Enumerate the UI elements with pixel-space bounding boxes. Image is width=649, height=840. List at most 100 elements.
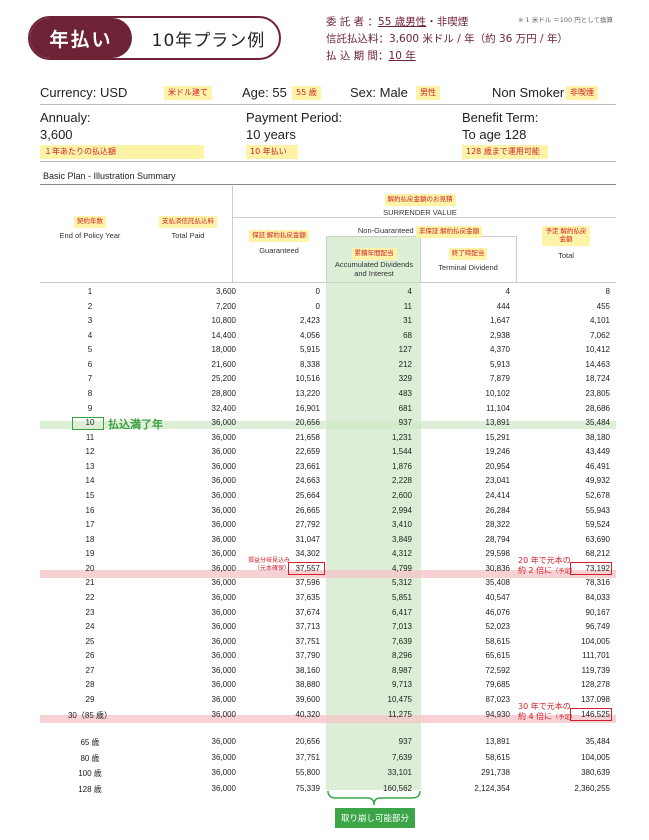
table-row: 27 36,000 38,160 8,987 72,592 119,739 (40, 664, 616, 678)
table-cell: 23,661 (295, 462, 320, 471)
illustration-caption: Basic Plan - Illustration Summary (43, 171, 176, 181)
table-cell: 1,647 (489, 316, 510, 325)
table-cell: 63,690 (585, 535, 610, 544)
guarantee-note-1: 損益分岐見込み (247, 557, 290, 564)
smoker-tag: 非喫煙 (566, 86, 598, 100)
col-total-paid: 支払済信託払込料 Total Paid (145, 216, 231, 244)
table-cell: 49,932 (585, 476, 610, 485)
table-cell: 6,417 (391, 608, 412, 617)
table-row: 5 18,000 5,915 127 4,370 10,412 (40, 343, 616, 357)
table-cell: 35,484 (585, 418, 610, 427)
table-cell: 937 (398, 737, 412, 746)
paid-full-highlight (40, 421, 616, 429)
quadruple-box (570, 708, 612, 721)
table-cell: 5,312 (391, 578, 412, 587)
table-cell: 15,291 (485, 433, 510, 442)
table-row: 9 32,400 16,901 681 11,104 28,686 (40, 402, 616, 416)
table-cell: 36,000 (211, 695, 236, 704)
age-tag: 55 歳 (292, 86, 321, 100)
table-cell: 23,041 (485, 476, 510, 485)
col-policy-year: 契約年数 End of Policy Year (40, 216, 140, 244)
table-cell: 22,659 (295, 447, 320, 456)
table-cell: 28,794 (485, 535, 510, 544)
table-cell: 18,000 (211, 345, 236, 354)
table-cell: 36,000 (211, 666, 236, 675)
table-cell: 36,000 (211, 622, 236, 631)
table-cell: 10 (85, 418, 95, 427)
illustration-table: 解約払戻金額のお見積 SURRENDER VALUE Non-Guarantee… (40, 186, 616, 794)
table-row: 18 36,000 31,047 3,849 28,794 63,690 (40, 533, 616, 547)
period-label: Payment Period: (246, 110, 343, 125)
col-total-label: Total (558, 251, 574, 260)
table-cell: 36,000 (211, 447, 236, 456)
guarantee-box (288, 562, 325, 575)
double-note: 20 年で元本の 約 2 倍に（予定） (518, 556, 576, 577)
table-cell: 96,749 (585, 622, 610, 631)
table-cell: 17 (85, 520, 95, 529)
table-cell: 20,656 (295, 418, 320, 427)
table-cell: 59,524 (585, 520, 610, 529)
table-cell: 2,600 (391, 491, 412, 500)
header-trustor-label: 委 託 者 ： (326, 16, 379, 28)
table-cell: 3,600 (215, 287, 236, 296)
table-cell: 12 (85, 447, 95, 456)
table-cell: 4,312 (391, 549, 412, 558)
bracket-icon (327, 790, 421, 806)
table-cell: 68,212 (585, 549, 610, 558)
table-cell: 75,339 (295, 784, 320, 793)
header-period-value: 10 年 (388, 50, 416, 62)
annualy-tag: １年あたりの払込額 (40, 145, 204, 159)
col-total: 予定 解約払戻金額 Total (518, 226, 614, 266)
table-cell: 16 (85, 506, 95, 515)
table-cell: 21,658 (295, 433, 320, 442)
guarantee-note: 損益分岐見込み （元本確保） (236, 557, 290, 573)
table-cell: 36,000 (211, 491, 236, 500)
divider (516, 236, 517, 282)
table-cell: 38,180 (585, 433, 610, 442)
non-guaranteed-tag: 非保証 解約払戻金額 (415, 226, 483, 238)
table-cell: 36,000 (211, 710, 236, 719)
table-row: 29 36,000 39,600 10,475 87,023 137,098 (40, 693, 616, 707)
table-cell: 36,000 (211, 593, 236, 602)
term-value: To age 128 (462, 127, 527, 142)
badge-plan-label: 10年プラン例 (151, 30, 266, 51)
table-cell: 27 (85, 666, 95, 675)
table-cell: 291,738 (481, 768, 510, 777)
table-cell: 36,000 (211, 578, 236, 587)
table-cell: 30,836 (485, 564, 510, 573)
table-cell: 37,596 (295, 578, 320, 587)
term-label: Benefit Term: (462, 110, 539, 125)
col-policy-year-tag: 契約年数 (74, 216, 106, 228)
col-total-paid-label: Total Paid (171, 231, 205, 240)
table-cell: 8,296 (391, 651, 412, 660)
non-guaranteed-header: Non-Guaranteed 非保証 解約払戻金額 (330, 226, 510, 238)
table-row: 10 36,000 20,656 937 13,891 35,484 (40, 416, 616, 430)
table-cell: 38,880 (295, 680, 320, 689)
table-cell: 4 (505, 287, 510, 296)
table-cell: 65,615 (485, 651, 510, 660)
table-row: 3 10,800 2,423 31 1,647 4,101 (40, 314, 616, 328)
table-cell: 7,879 (489, 374, 510, 383)
smoker-label: Non Smoker (492, 85, 565, 100)
table-cell: 23 (85, 608, 95, 617)
table-cell: 36,000 (211, 651, 236, 660)
paid-full-label: 払込満了年 (108, 418, 163, 431)
table-cell: 15 (85, 491, 95, 500)
table-cell: 18 (85, 535, 95, 544)
table-cell: 33,101 (387, 768, 412, 777)
table-cell: 30（85 歳） (67, 711, 113, 720)
col-terminal-label: Terminal Dividend (438, 263, 498, 272)
table-cell: 455 (596, 302, 610, 311)
table-cell: 46,076 (485, 608, 510, 617)
quadruple-highlight (40, 715, 616, 723)
table-cell: 16,901 (295, 404, 320, 413)
col-total-paid-tag: 支払済信託払込料 (159, 216, 217, 228)
table-cell: 36,000 (211, 520, 236, 529)
withdrawable-label: 取り崩し可能部分 (335, 808, 415, 828)
table-cell: 0 (315, 287, 320, 296)
table-row: 13 36,000 23,661 1,876 20,954 46,491 (40, 460, 616, 474)
table-cell: 25,664 (295, 491, 320, 500)
table-cell: 37,557 (295, 564, 320, 573)
divider (40, 161, 616, 162)
table-cell: 36,000 (211, 418, 236, 427)
